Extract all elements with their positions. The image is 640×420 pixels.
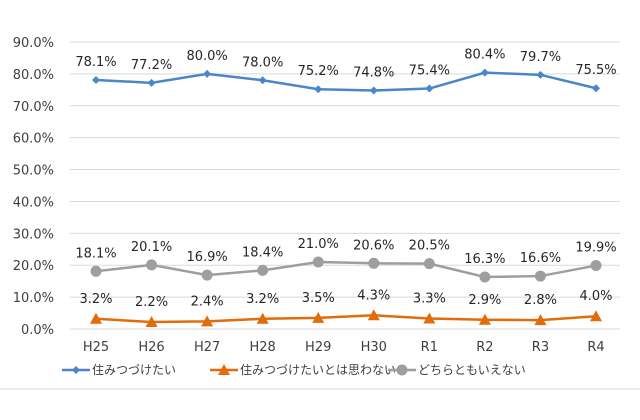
- data-point: [479, 271, 491, 283]
- x-tick-label: H30: [361, 340, 387, 355]
- data-point: [590, 310, 602, 322]
- data-point: [367, 309, 380, 321]
- data-label: 3.2%: [79, 292, 112, 307]
- series-1: 3.2% 2.2% 2.4% 3.2% 3.5% 4.3% 3.3% 2.9% 2.8% 4.0%: [79, 288, 613, 327]
- data-label: 79.7%: [520, 50, 561, 65]
- data-label: 75.2%: [298, 64, 339, 79]
- legend-label: 住みつづけたいとは思わない: [240, 363, 396, 377]
- x-tick-label: H29: [305, 340, 331, 355]
- y-tick-label: 70.0%: [13, 100, 54, 115]
- data-point: [145, 315, 158, 327]
- data-label: 2.8%: [524, 293, 557, 308]
- data-label: 77.2%: [131, 58, 172, 73]
- data-label: 4.3%: [357, 288, 390, 303]
- x-tick-label: R2: [476, 340, 493, 355]
- data-point: [369, 86, 378, 95]
- legend-label: 住みつづけたい: [92, 363, 176, 377]
- y-tick-label: 80.0%: [13, 68, 54, 83]
- data-point: [590, 260, 602, 272]
- series-line: [95, 314, 597, 324]
- data-label: 16.3%: [464, 252, 505, 267]
- data-label: 19.9%: [575, 241, 616, 256]
- data-label: 78.0%: [242, 55, 283, 70]
- data-point: [534, 270, 546, 282]
- data-label: 3.5%: [302, 291, 335, 306]
- data-point: [256, 312, 269, 324]
- data-label: 3.2%: [246, 292, 279, 307]
- data-point: [257, 264, 269, 276]
- legend-marker: [396, 364, 408, 376]
- data-label: 18.4%: [242, 245, 283, 260]
- x-tick-label: R3: [532, 340, 549, 355]
- data-label: 80.0%: [186, 49, 227, 64]
- y-tick-label: 90.0%: [13, 36, 54, 51]
- data-label: 74.8%: [353, 65, 394, 80]
- series-2: 18.1% 20.1% 16.9% 18.4% 21.0% 20.6% 20.5% 16.3%…: [75, 237, 617, 283]
- data-point: [534, 314, 547, 326]
- data-point: [147, 78, 156, 87]
- legend-marker: [72, 366, 80, 374]
- data-label: 78.1%: [75, 55, 116, 70]
- legend-label: どちらともいえない: [418, 363, 526, 377]
- data-label: 16.6%: [520, 251, 561, 266]
- data-point: [146, 259, 158, 271]
- y-tick-label: 40.0%: [13, 195, 54, 210]
- data-label: 4.0%: [579, 289, 612, 304]
- y-tick-label: 30.0%: [13, 227, 54, 242]
- data-point: [90, 312, 102, 324]
- x-tick-label: H28: [250, 340, 276, 355]
- x-tick-label: H26: [138, 340, 164, 355]
- data-label: 3.3%: [413, 291, 446, 306]
- data-label: 20.6%: [353, 238, 394, 253]
- data-label: 2.4%: [191, 294, 224, 309]
- x-tick-label: H25: [83, 340, 109, 355]
- legend-item: 住みつづけたいとは思わない: [210, 363, 396, 377]
- y-tick-label: 50.0%: [13, 164, 54, 179]
- data-point: [312, 311, 325, 323]
- data-point: [425, 84, 434, 93]
- data-point: [423, 258, 435, 270]
- series-0: 78.1% 77.2% 80.0% 78.0% 75.2% 74.8% 75.4% 80.4%…: [75, 48, 617, 95]
- data-point: [203, 69, 212, 78]
- data-point: [312, 256, 324, 268]
- data-label: 20.5%: [409, 239, 450, 254]
- data-label: 20.1%: [131, 240, 172, 255]
- legend-item: 住みつづけたい: [62, 363, 176, 377]
- data-point: [480, 68, 489, 77]
- data-point: [92, 75, 100, 84]
- data-label: 2.9%: [468, 293, 501, 308]
- data-point: [201, 315, 214, 327]
- data-point: [90, 265, 102, 277]
- x-tick-label: R1: [421, 340, 438, 355]
- data-label: 80.4%: [464, 48, 505, 63]
- data-label: 18.1%: [75, 246, 116, 261]
- data-label: 16.9%: [186, 250, 227, 265]
- data-label: 75.5%: [575, 63, 616, 78]
- x-tick-label: R4: [587, 340, 604, 355]
- data-label: 21.0%: [298, 237, 339, 252]
- data-label: 2.2%: [135, 295, 168, 310]
- data-point: [478, 313, 491, 325]
- y-tick-label: 20.0%: [13, 259, 54, 274]
- y-tick-label: 10.0%: [13, 291, 54, 306]
- series-line: [95, 260, 597, 279]
- data-point: [592, 84, 600, 93]
- y-tick-label: 60.0%: [13, 132, 54, 147]
- data-point: [536, 70, 545, 79]
- data-point: [258, 76, 267, 85]
- x-tick-label: H27: [194, 340, 220, 355]
- data-point: [423, 312, 436, 324]
- data-point: [368, 257, 380, 269]
- data-point: [314, 85, 323, 94]
- data-point: [201, 269, 213, 281]
- legend-marker: [218, 364, 230, 375]
- series-line: [95, 71, 597, 92]
- legend-item: どちらともいえない: [388, 363, 526, 377]
- data-label: 75.4%: [409, 64, 450, 79]
- y-tick-label: 0.0%: [21, 323, 54, 338]
